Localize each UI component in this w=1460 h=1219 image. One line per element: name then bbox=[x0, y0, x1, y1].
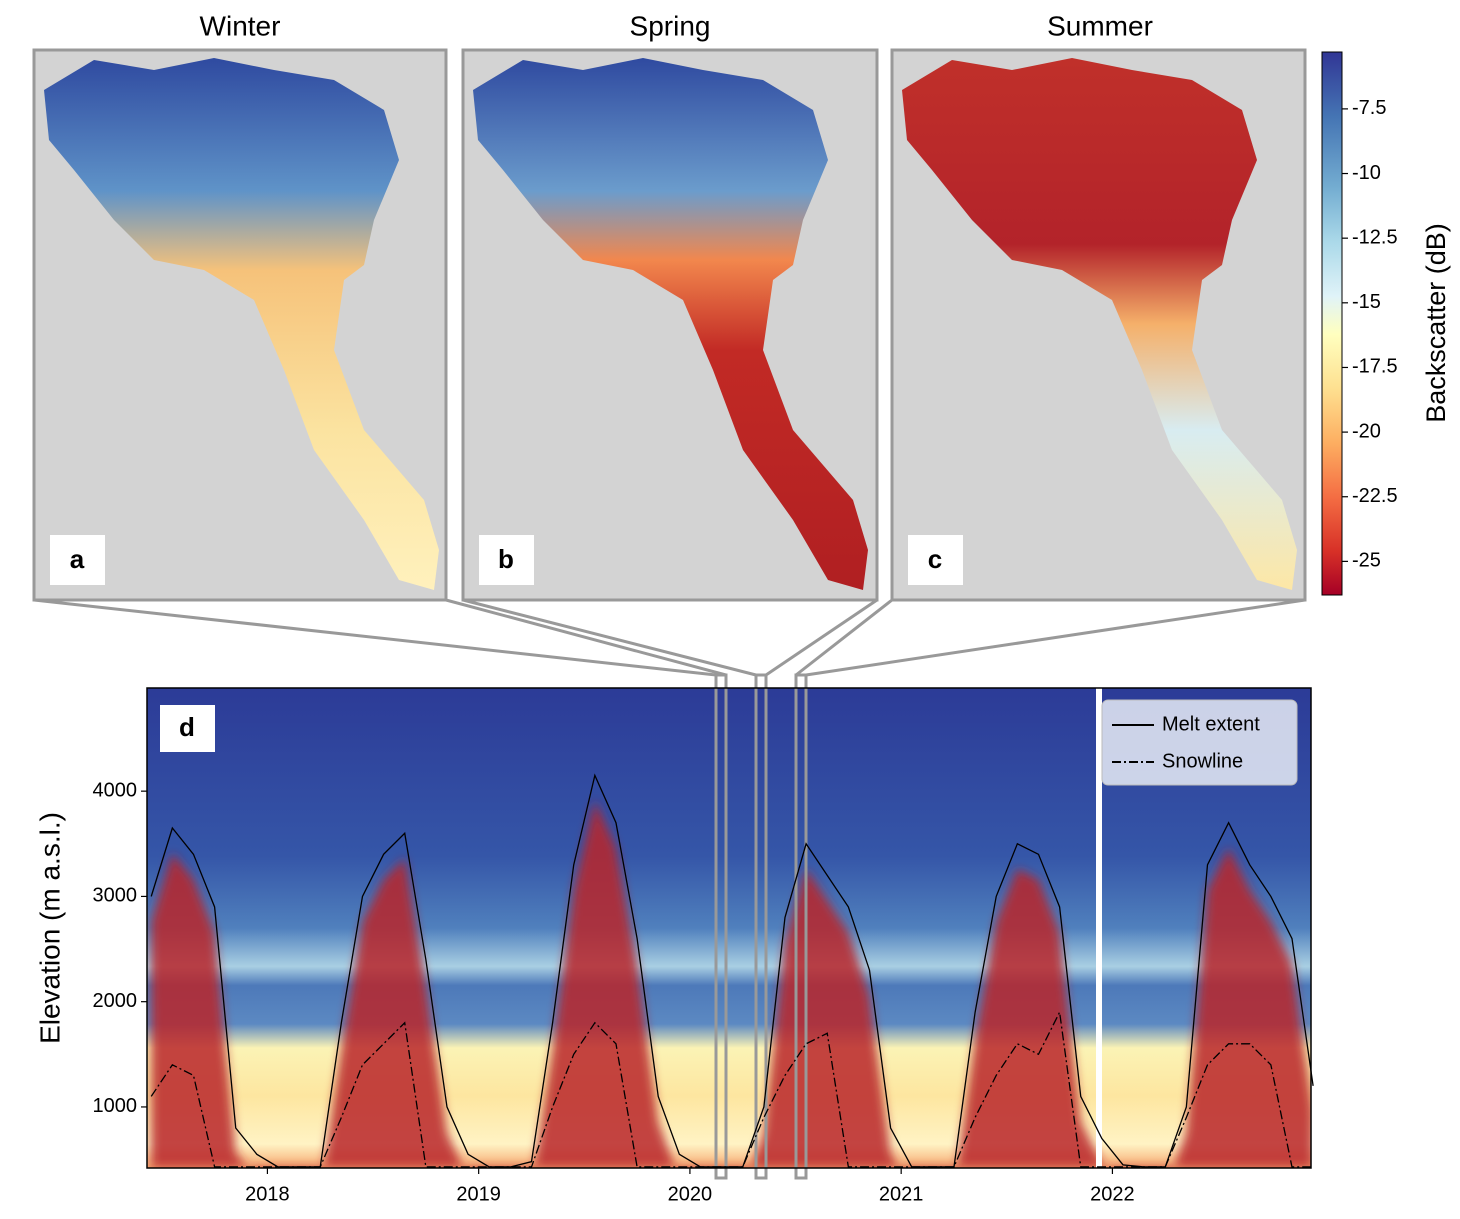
panel-label: b bbox=[498, 544, 514, 574]
legend-label: Snowline bbox=[1162, 750, 1243, 772]
colorbar-tick-label: -15 bbox=[1352, 291, 1381, 313]
data-gap bbox=[1096, 688, 1102, 1168]
line-chart: 1000 2000 3000 4000 2018 2019 2020 2021 2022 Melt… bbox=[93, 699, 1314, 1205]
y-tick-label: 3000 bbox=[93, 885, 138, 907]
y-tick-label: 1000 bbox=[93, 1095, 138, 1117]
panel-label: a bbox=[70, 544, 85, 574]
legend-label: Melt extent bbox=[1162, 713, 1260, 735]
x-tick-label: 2019 bbox=[456, 1183, 501, 1205]
panel-title: Spring bbox=[630, 10, 711, 41]
colorbar-tick-label: -7.5 bbox=[1352, 97, 1386, 119]
series-line bbox=[150, 1010, 1314, 1168]
colorbar-label: Backscatter (dB) bbox=[1421, 223, 1451, 423]
colorbar-ticks: -7.5 -10 -12.5 -15 -17.5 -20 -22.5 -25 bbox=[1342, 97, 1398, 572]
colorbar-tick-label: -10 bbox=[1352, 162, 1381, 184]
y-axis-label: Elevation (m a.s.l.) bbox=[34, 812, 65, 1044]
x-tick-label: 2020 bbox=[668, 1183, 713, 1205]
panel-label: d bbox=[179, 712, 195, 742]
y-tick-label: 2000 bbox=[93, 990, 138, 1012]
panel-label: c bbox=[928, 544, 942, 574]
panel-label-box bbox=[160, 705, 215, 752]
legend-box bbox=[1101, 699, 1298, 786]
melt-shading bbox=[151, 800, 1311, 1168]
colorbar-tick-label: -22.5 bbox=[1352, 485, 1398, 507]
colorbar-tick-label: -20 bbox=[1352, 420, 1381, 442]
x-tick-label: 2018 bbox=[245, 1183, 290, 1205]
colorbar-tick-label: -25 bbox=[1352, 550, 1381, 572]
colorbar-tick-label: -12.5 bbox=[1352, 226, 1398, 248]
zoom-connectors bbox=[33, 598, 1306, 1180]
colorbar-tick-label: -17.5 bbox=[1352, 356, 1398, 378]
map-panel: b Spring bbox=[461, 10, 879, 602]
map-panel: c Summer bbox=[890, 10, 1307, 602]
y-tick-label: 4000 bbox=[93, 779, 138, 801]
panel-title: Winter bbox=[200, 10, 281, 41]
x-tick-label: 2021 bbox=[879, 1183, 924, 1205]
panel-title: Summer bbox=[1047, 10, 1153, 41]
plot-frame bbox=[146, 687, 1312, 1169]
colorbar bbox=[1321, 51, 1343, 596]
map-panel: a Winter bbox=[32, 10, 448, 602]
x-tick-label: 2022 bbox=[1090, 1183, 1135, 1205]
